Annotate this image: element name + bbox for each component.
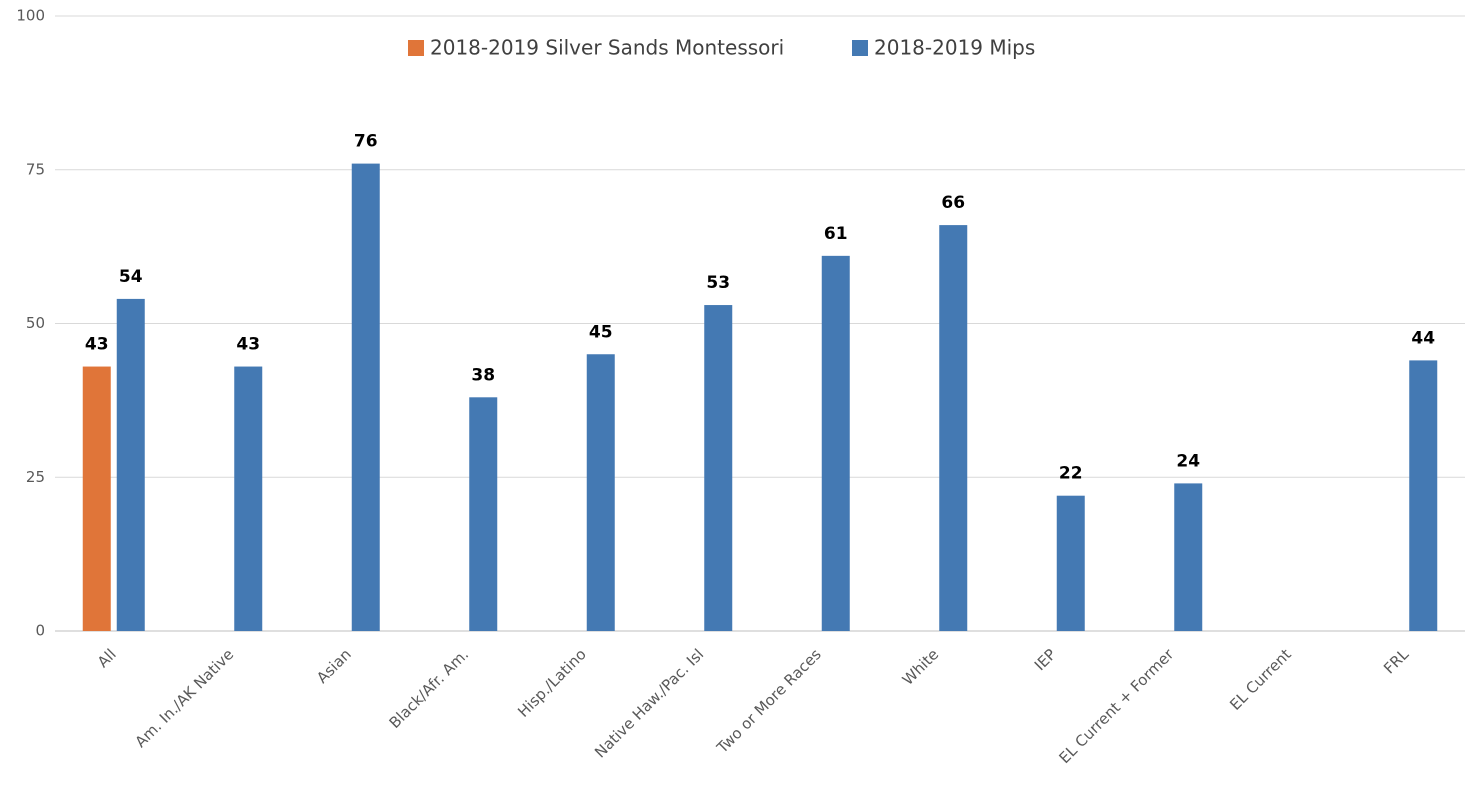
x-tick-label: FRL: [1380, 645, 1413, 678]
x-tick-label: All: [94, 645, 120, 671]
x-tick-label: Hisp./Latino: [514, 645, 590, 721]
value-label: 76: [354, 132, 378, 152]
value-label: 66: [941, 193, 965, 213]
bar: [939, 225, 968, 631]
value-label: 45: [589, 322, 613, 342]
bar: [1056, 495, 1085, 631]
bar: [1174, 483, 1203, 631]
x-tick-label: Black/Afr. Am.: [386, 645, 473, 732]
value-label: 53: [706, 273, 730, 293]
y-tick-label: 0: [35, 622, 45, 640]
value-label: 24: [1176, 451, 1200, 471]
y-tick-label: 100: [16, 7, 45, 25]
legend-label: 2018-2019 Silver Sands Montessori: [430, 36, 784, 60]
x-tick-label: EL Current + Former: [1055, 645, 1177, 767]
value-label: 54: [119, 267, 143, 287]
bar: [234, 366, 263, 631]
x-tick-label: Asian: [313, 645, 355, 687]
x-tick-label: EL Current: [1226, 645, 1295, 714]
legend-swatch: [408, 40, 424, 56]
x-tick-label: Am. In./AK Native: [131, 645, 237, 751]
bar: [82, 366, 111, 631]
y-tick-label: 75: [26, 160, 45, 178]
y-tick-label: 25: [26, 468, 45, 486]
x-tick-label: Two or More Races: [713, 645, 825, 757]
legend-swatch: [852, 40, 868, 56]
bar: [116, 298, 145, 631]
legend-label: 2018-2019 Mips: [874, 36, 1035, 60]
bar: [469, 397, 498, 631]
value-label: 43: [236, 335, 260, 355]
bar: [1409, 360, 1438, 631]
bar: [586, 354, 615, 631]
x-tick-label: Native Haw./Pac. Isl: [591, 645, 707, 761]
value-label: 38: [471, 365, 495, 385]
y-tick-label: 50: [26, 314, 45, 332]
bar: [351, 163, 380, 631]
x-tick-label: IEP: [1031, 645, 1060, 674]
value-label: 22: [1059, 464, 1083, 484]
bar: [821, 255, 850, 631]
value-label: 43: [85, 335, 109, 355]
bar: [704, 305, 733, 631]
value-label: 44: [1411, 328, 1435, 348]
x-tick-label: White: [899, 645, 943, 689]
value-label: 61: [824, 224, 848, 244]
